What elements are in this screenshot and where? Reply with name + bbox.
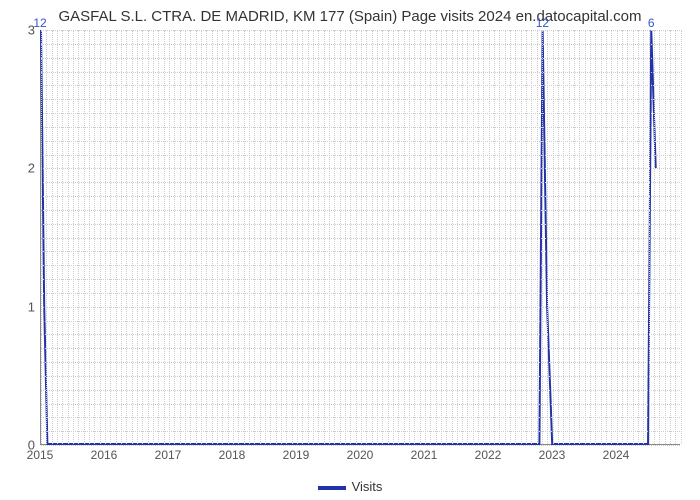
grid-line-h xyxy=(41,445,680,446)
grid-line-h xyxy=(41,321,680,322)
x-tick-label: 2024 xyxy=(603,448,630,462)
grid-line-h xyxy=(41,72,680,73)
grid-line-h xyxy=(41,238,680,239)
x-tick-label: 2021 xyxy=(411,448,438,462)
x-tick-label: 2018 xyxy=(219,448,246,462)
grid-line-v xyxy=(681,30,682,444)
grid-line-h xyxy=(41,85,680,86)
legend-swatch xyxy=(318,486,346,490)
y-tick-label: 2 xyxy=(5,161,35,176)
grid-line-h xyxy=(41,182,680,183)
y-tick-label: 1 xyxy=(5,299,35,314)
grid-line-h xyxy=(41,334,680,335)
grid-line-h xyxy=(41,141,680,142)
x-tick-label: 2023 xyxy=(539,448,566,462)
grid-line-h xyxy=(41,196,680,197)
grid-line-h xyxy=(41,417,680,418)
grid-line-h xyxy=(41,265,680,266)
grid-line-h xyxy=(41,348,680,349)
x-tick-label: 2017 xyxy=(155,448,182,462)
x-tick-label: 2016 xyxy=(91,448,118,462)
grid-line-h xyxy=(41,224,680,225)
x-tick-label: 2015 xyxy=(27,448,54,462)
plot-area xyxy=(40,30,680,445)
grid-line-h xyxy=(41,251,680,252)
grid-line-h xyxy=(41,168,680,169)
grid-line-h xyxy=(41,390,680,391)
y-tick-label: 3 xyxy=(5,23,35,38)
legend: Visits xyxy=(0,479,700,494)
grid-line-h xyxy=(41,210,680,211)
legend-label: Visits xyxy=(352,479,383,494)
data-point-label: 6 xyxy=(648,16,655,30)
grid-line-h xyxy=(41,99,680,100)
grid-line-h xyxy=(41,155,680,156)
x-tick-label: 2019 xyxy=(283,448,310,462)
data-point-label: 12 xyxy=(33,16,46,30)
x-tick-label: 2020 xyxy=(347,448,374,462)
grid-line-h xyxy=(41,58,680,59)
grid-line-h xyxy=(41,431,680,432)
grid-line-h xyxy=(41,362,680,363)
grid-line-h xyxy=(41,113,680,114)
grid-line-h xyxy=(41,279,680,280)
grid-line-h xyxy=(41,293,680,294)
grid-line-h xyxy=(41,30,680,31)
grid-line-h xyxy=(41,127,680,128)
grid-line-h xyxy=(41,307,680,308)
data-point-label: 12 xyxy=(536,16,549,30)
chart-title: GASFAL S.L. CTRA. DE MADRID, KM 177 (Spa… xyxy=(0,8,700,25)
x-tick-label: 2022 xyxy=(475,448,502,462)
grid-line-h xyxy=(41,44,680,45)
grid-line-h xyxy=(41,376,680,377)
grid-line-h xyxy=(41,404,680,405)
chart-container: GASFAL S.L. CTRA. DE MADRID, KM 177 (Spa… xyxy=(0,0,700,500)
